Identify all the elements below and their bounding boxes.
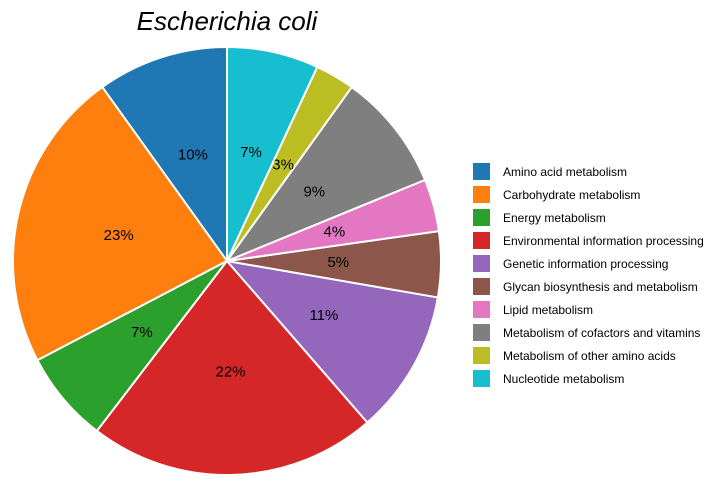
pie-slice-carbohydrate-metabolism <box>12 86 228 362</box>
chart-title: Escherichia coli <box>136 6 318 36</box>
legend-item-metabolism-of-other-amino-acids: Metabolism of other amino acids <box>473 344 704 367</box>
pie-slice-metabolism-of-cofactors-and-vitamins <box>226 86 427 262</box>
pie-percent-label-metabolism-of-cofactors-and-vitamins: 9% <box>303 184 325 201</box>
legend-label: Nucleotide metabolism <box>503 371 625 386</box>
legend-label: Lipid metabolism <box>503 302 594 317</box>
legend-label: Genetic information processing <box>503 256 669 271</box>
legend-swatch-icon <box>473 255 490 272</box>
pie-percent-label-lipid-metabolism: 4% <box>324 223 346 240</box>
pie-percent-label-energy-metabolism: 7% <box>131 324 153 341</box>
pie-chart: 10% 23% 7% 22% 11% 5% 4% 9% 3% 7% <box>12 46 442 476</box>
pie-percent-label-genetic-information-processing: 11% <box>309 307 338 324</box>
legend-swatch-icon <box>473 278 490 295</box>
legend-item-environmental-information-processing: Environmental information processing <box>473 229 704 252</box>
pie-slice-nucleotide-metabolism <box>226 46 319 262</box>
legend-item-genetic-information-processing: Genetic information processing <box>473 252 704 275</box>
legend-swatch-icon <box>473 186 490 203</box>
legend-label: Energy metabolism <box>503 210 606 225</box>
pie-percent-label-nucleotide-metabolism: 7% <box>240 144 262 161</box>
pie-percent-label-metabolism-of-other-amino-acids: 3% <box>272 156 294 173</box>
legend-item-energy-metabolism: Energy metabolism <box>473 206 704 229</box>
pie-percent-label-carbohydrate-metabolism: 23% <box>104 227 134 244</box>
pie-slice-environmental-information-processing <box>95 260 369 476</box>
legend-label: Glycan biosynthesis and metabolism <box>503 279 698 294</box>
pie-percent-label-environmental-information-processing: 22% <box>215 364 245 381</box>
legend-item-carbohydrate-metabolism: Carbohydrate metabolism <box>473 183 704 206</box>
legend-swatch-icon <box>473 347 490 364</box>
legend: Amino acid metabolism Carbohydrate metabo… <box>473 160 704 390</box>
legend-item-nucleotide-metabolism: Nucleotide metabolism <box>473 367 704 390</box>
legend-item-amino-acid-metabolism: Amino acid metabolism <box>473 160 704 183</box>
pie-percent-label-glycan-biosynthesis-and-metabolism: 5% <box>327 254 349 271</box>
legend-swatch-icon <box>473 324 490 341</box>
legend-swatch-icon <box>473 370 490 387</box>
legend-label: Environmental information processing <box>503 233 704 248</box>
legend-label: Carbohydrate metabolism <box>503 187 641 202</box>
legend-item-lipid-metabolism: Lipid metabolism <box>473 298 704 321</box>
pie-slice-amino-acid-metabolism <box>101 46 228 262</box>
legend-swatch-icon <box>473 301 490 318</box>
legend-swatch-icon <box>473 209 490 226</box>
legend-item-metabolism-of-cofactors-and-vitamins: Metabolism of cofactors and vitamins <box>473 321 704 344</box>
legend-label: Metabolism of other amino acids <box>503 348 676 363</box>
legend-item-glycan-biosynthesis-and-metabolism: Glycan biosynthesis and metabolism <box>473 275 704 298</box>
legend-swatch-icon <box>473 232 490 249</box>
legend-swatch-icon <box>473 163 490 180</box>
legend-label: Metabolism of cofactors and vitamins <box>503 325 701 340</box>
pie-slice-genetic-information-processing <box>226 260 439 424</box>
legend-label: Amino acid metabolism <box>503 164 628 179</box>
pie-percent-label-amino-acid-metabolism: 10% <box>178 147 208 164</box>
